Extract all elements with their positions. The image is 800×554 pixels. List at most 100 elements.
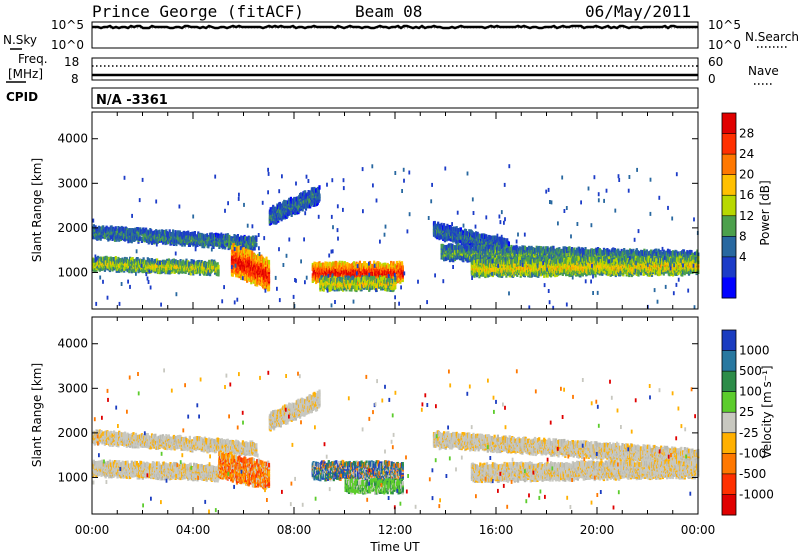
power-cell — [179, 259, 182, 264]
power-cell — [139, 236, 142, 241]
power-cell — [290, 212, 293, 217]
power-cell — [274, 206, 277, 212]
power-cell — [245, 248, 248, 253]
power-cell — [215, 271, 218, 277]
power-cell — [200, 260, 203, 265]
power-cell — [150, 258, 154, 263]
power-cell — [175, 268, 178, 273]
power-cell — [214, 232, 218, 238]
noise-sky-trace — [92, 24, 698, 30]
station-title: Prince George (fitACF) — [92, 2, 304, 21]
power-cell — [136, 227, 139, 232]
power-cell — [265, 256, 268, 262]
power-cell — [184, 269, 187, 274]
power-cell — [267, 267, 271, 273]
power-cell — [113, 257, 116, 262]
power-cell — [165, 236, 168, 241]
power-cell — [191, 259, 194, 265]
power-cell — [267, 259, 271, 265]
noise-right-tick-top: 10^5 — [708, 18, 741, 32]
power-cell — [289, 196, 292, 202]
power-cell — [172, 229, 175, 234]
power-cell — [221, 243, 224, 248]
power-cell — [232, 243, 235, 248]
date-title: 06/May/2011 — [585, 2, 691, 21]
power-cell — [131, 257, 134, 262]
power-cell — [102, 225, 105, 230]
nave-label: Nave — [748, 64, 779, 78]
power-cell — [129, 228, 133, 233]
power-cell — [211, 233, 214, 239]
power-cell — [103, 234, 106, 240]
power-heatmap-cells — [92, 164, 700, 310]
power-cell — [105, 255, 108, 261]
power-cell — [267, 284, 271, 290]
nave-right-tick-top: 60 — [708, 55, 723, 69]
power-cell — [173, 238, 176, 244]
power-cell — [150, 229, 153, 234]
power-cell — [117, 226, 120, 231]
power-cell — [232, 254, 235, 259]
power-cell — [174, 230, 177, 235]
power-cell — [168, 229, 171, 234]
power-cell — [267, 275, 271, 280]
power-cell — [236, 234, 239, 239]
power-cell — [132, 231, 135, 236]
freq-left-tick-bottom: 8 — [71, 72, 79, 86]
power-cell — [288, 197, 291, 203]
power-cell — [187, 230, 190, 236]
power-cell — [117, 256, 120, 262]
power-cell — [189, 232, 192, 237]
power-cell — [204, 261, 207, 267]
power-cell — [146, 257, 149, 262]
power-cell — [92, 224, 95, 229]
power-cell — [158, 229, 161, 235]
power-cell — [318, 185, 321, 190]
cpid-value: N/A -3361 — [96, 93, 168, 108]
power-cell — [301, 207, 304, 212]
cpid-panel-frame — [91, 87, 699, 109]
power-cell — [253, 246, 256, 251]
power-cell — [166, 231, 169, 236]
power-cell — [132, 234, 135, 240]
power-cell — [217, 268, 220, 273]
power-cell — [114, 256, 117, 261]
beam-title: Beam 08 — [355, 2, 422, 21]
power-cell — [244, 236, 247, 241]
power-cell — [126, 267, 129, 273]
power-cell — [163, 230, 166, 235]
power-cell — [400, 261, 404, 266]
power-cell — [255, 235, 258, 241]
power-cell — [182, 230, 186, 236]
power-cell — [208, 259, 211, 265]
power-cell — [226, 233, 229, 238]
power-cell — [201, 243, 204, 249]
power-cell — [185, 231, 188, 236]
noise-search-label: N.Search — [745, 30, 799, 44]
power-cell — [231, 272, 234, 277]
power-cell — [136, 257, 139, 262]
power-cell — [130, 259, 133, 265]
power-cell — [129, 257, 133, 263]
noise-right-tick-bottom: 10^0 — [708, 38, 741, 52]
power-cell — [167, 258, 170, 263]
power-cell — [217, 264, 220, 270]
power-cell — [164, 233, 167, 238]
power-cell — [251, 250, 254, 256]
noise-panel-frame — [91, 21, 699, 49]
power-cell — [165, 265, 168, 271]
power-cell — [216, 262, 219, 267]
noise-left-tick-bottom: 10^0 — [51, 38, 84, 52]
power-cell — [193, 231, 196, 236]
power-cell — [304, 190, 307, 195]
power-cell — [194, 234, 197, 239]
power-cell — [228, 234, 231, 240]
power-cell — [507, 241, 510, 246]
power-cell — [198, 259, 201, 265]
noise-sky-label: N.Sky — [3, 33, 37, 47]
noise-left-tick-top: 10^5 — [51, 18, 84, 32]
power-cell — [189, 271, 192, 276]
power-cell — [267, 263, 271, 269]
freq-label: Freq. — [18, 52, 48, 66]
